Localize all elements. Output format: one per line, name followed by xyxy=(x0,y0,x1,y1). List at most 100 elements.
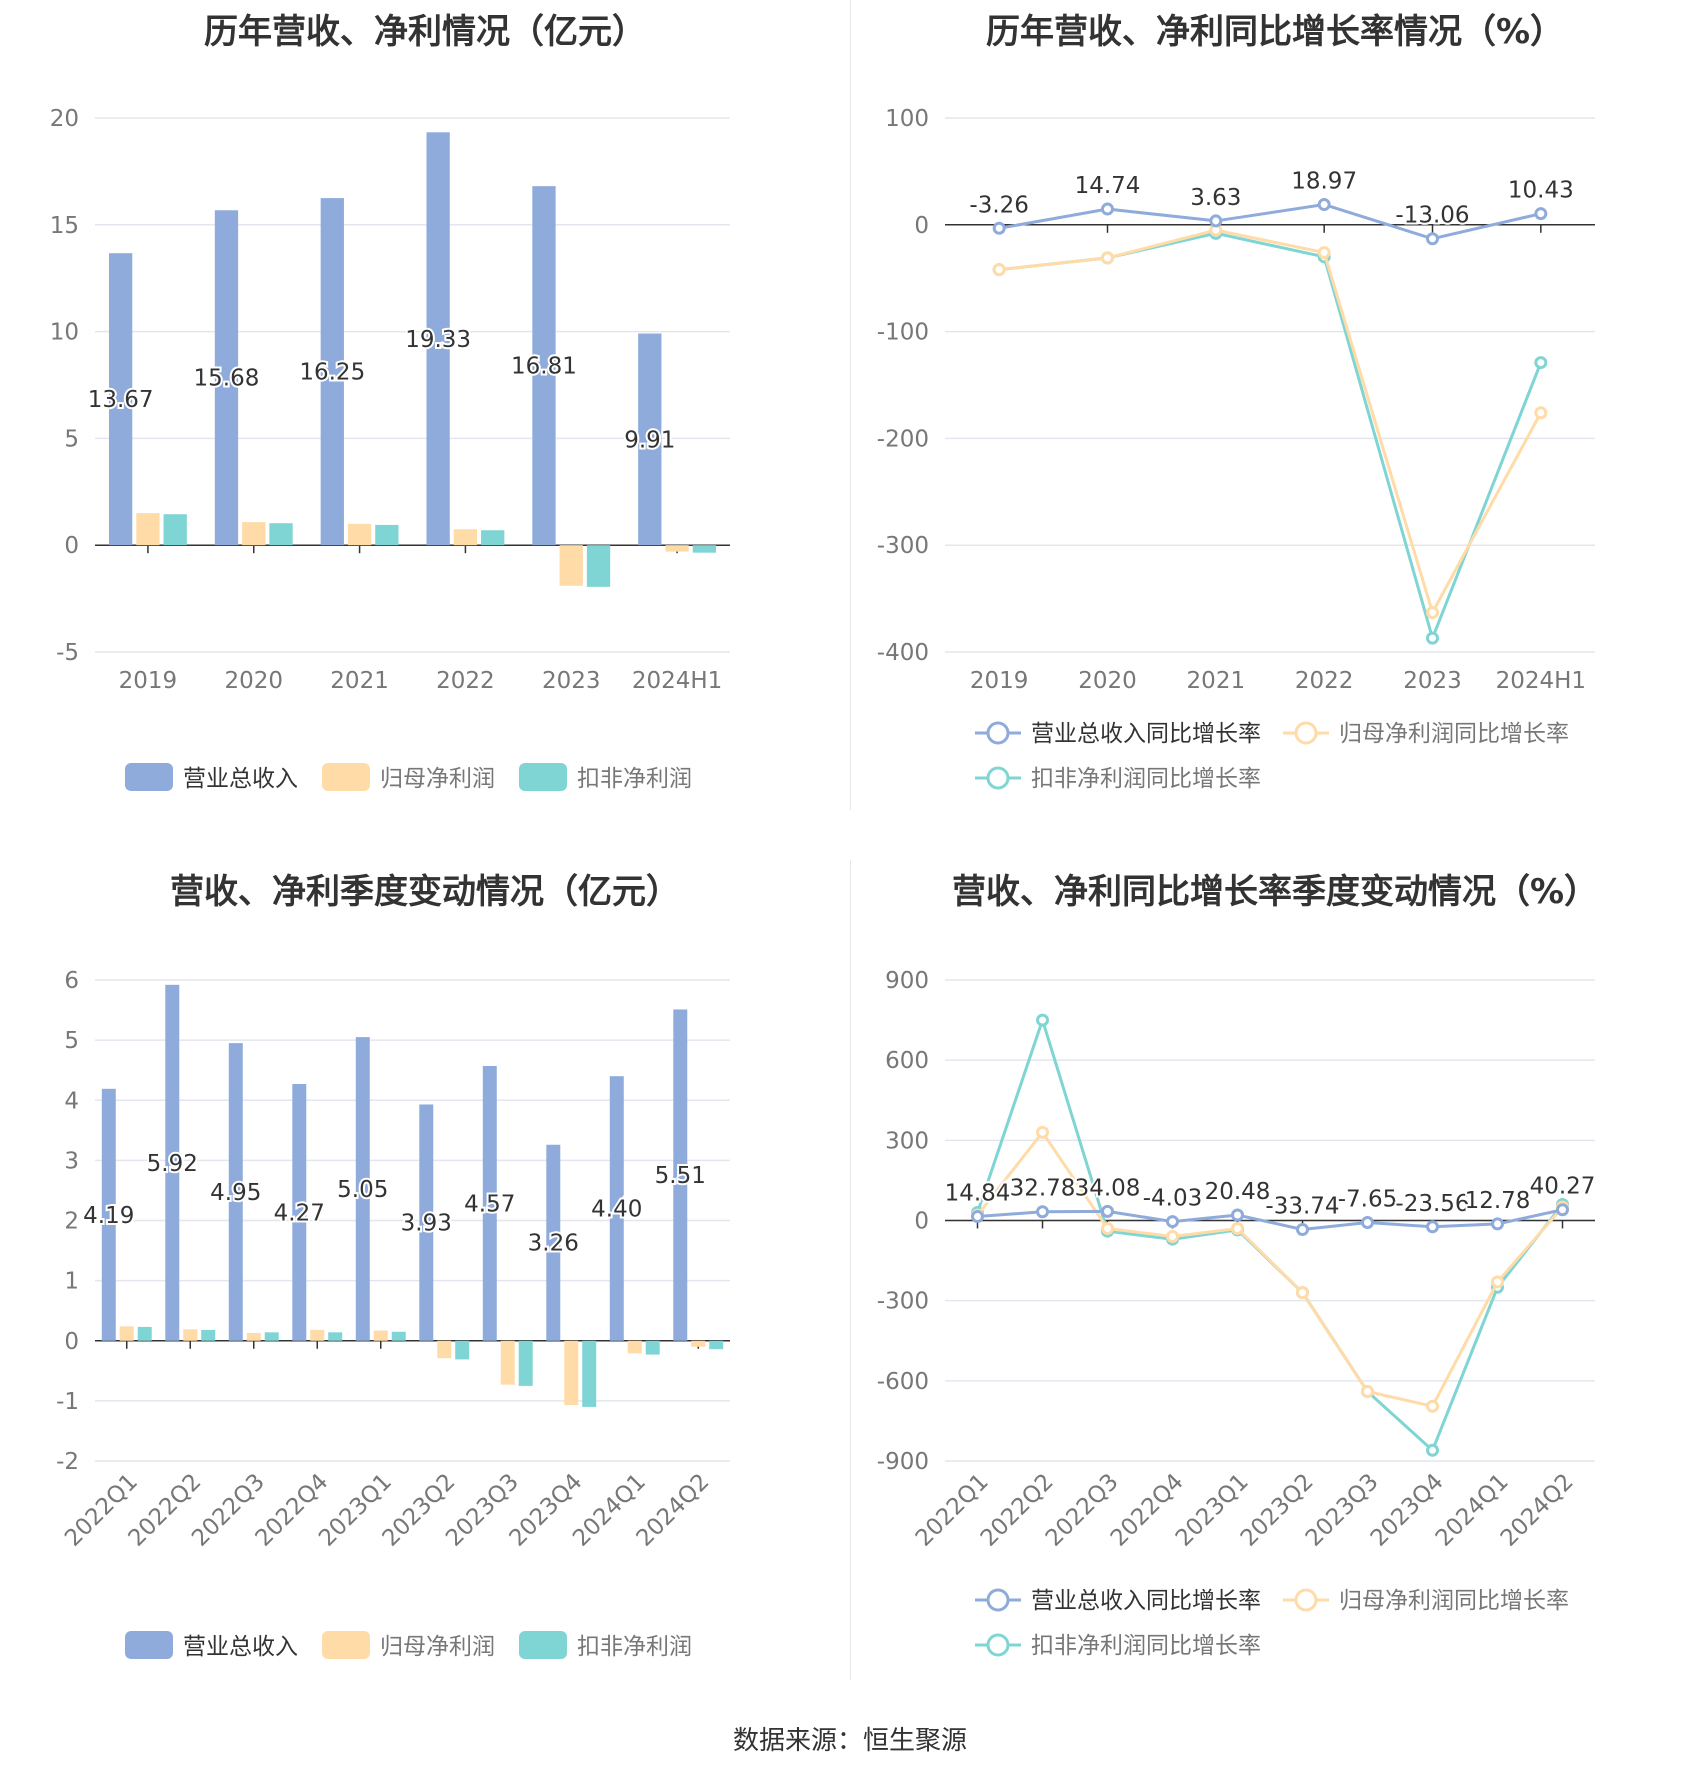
annual-values-chart: -5 0 5 10 15 20 2019 2020 2021 2022 2023 2024H1 13.6… xyxy=(50,106,730,792)
data-point xyxy=(1036,1125,1049,1139)
bar xyxy=(692,545,717,553)
y-tick-label: -300 xyxy=(877,1289,929,1315)
y-tick-label: -400 xyxy=(877,640,929,666)
data-label: 20.48 xyxy=(1205,1179,1271,1205)
bar xyxy=(426,132,450,546)
data-label: 34.08 xyxy=(1075,1175,1141,1201)
bar xyxy=(108,253,133,546)
data-label: 15.68 xyxy=(194,366,260,392)
y-tick-label: 600 xyxy=(885,1048,929,1074)
data-label: 14.84 xyxy=(945,1181,1011,1207)
series-line xyxy=(976,1129,1564,1408)
chart-title: 营收、净利季度变动情况（亿元） xyxy=(170,872,680,912)
bar xyxy=(482,1065,497,1341)
y-tick-label: 4 xyxy=(64,1088,79,1114)
data-label: -33.74 xyxy=(1265,1194,1339,1220)
data-point xyxy=(1491,1275,1504,1289)
data-point xyxy=(1101,1204,1114,1218)
bar xyxy=(292,1084,307,1341)
legend-swatch xyxy=(519,1631,567,1659)
legend-label: 营业总收入同比增长率 xyxy=(1031,1588,1261,1614)
y-tick-label: -5 xyxy=(56,640,79,666)
legend-label: 营业总收入 xyxy=(183,766,298,792)
data-label: 4.27 xyxy=(274,1200,325,1226)
data-label: 16.81 xyxy=(511,354,577,380)
data-point xyxy=(992,221,1006,235)
bar xyxy=(375,524,399,546)
data-source: 数据来源：恒生聚源 xyxy=(732,1726,967,1756)
data-point xyxy=(1101,251,1114,265)
bar xyxy=(183,1329,198,1341)
x-tick-label: 2021 xyxy=(330,668,389,694)
data-point xyxy=(1534,207,1548,221)
x-tick-label: 2019 xyxy=(119,668,178,694)
data-label: 5.05 xyxy=(337,1177,388,1203)
bar xyxy=(163,514,187,546)
bar xyxy=(582,1340,597,1407)
data-point xyxy=(1426,1443,1439,1457)
data-label: 4.19 xyxy=(83,1203,134,1229)
bar xyxy=(546,1144,561,1341)
series-line xyxy=(977,1208,1563,1232)
bar xyxy=(264,1332,279,1341)
y-tick-label: 0 xyxy=(914,213,929,239)
y-tick-label: 0 xyxy=(64,533,79,559)
bar xyxy=(269,523,293,546)
bar xyxy=(645,1340,660,1355)
data-label: 3.26 xyxy=(528,1231,579,1257)
bar xyxy=(709,1340,724,1350)
x-tick-label: 2023 xyxy=(542,668,601,694)
y-tick-label: 20 xyxy=(50,106,79,132)
bar xyxy=(165,984,180,1341)
bar xyxy=(437,1340,452,1359)
data-label: 9.91 xyxy=(624,427,675,453)
bar xyxy=(453,529,478,546)
data-point xyxy=(1426,605,1439,619)
bar xyxy=(673,1009,688,1341)
data-label: 4.57 xyxy=(464,1191,515,1217)
x-tick-label: 2023 xyxy=(1403,668,1462,694)
vertical-divider xyxy=(850,0,851,810)
x-tick-label: 2021 xyxy=(1187,668,1246,694)
data-point xyxy=(1361,1385,1374,1399)
data-label: -23.56 xyxy=(1395,1191,1469,1217)
data-point xyxy=(1426,1399,1439,1413)
x-tick-label: 2022 xyxy=(1295,668,1354,694)
bar xyxy=(373,1330,388,1341)
legend-label: 营业总收入 xyxy=(183,1634,298,1660)
x-tick-label: 2024Q2 xyxy=(1496,1469,1579,1552)
bar xyxy=(518,1340,533,1386)
data-point xyxy=(1361,1216,1374,1230)
data-point xyxy=(1101,202,1114,216)
legend-label: 扣非净利润 xyxy=(577,766,692,792)
legend-marker xyxy=(986,721,1010,745)
y-tick-label: -200 xyxy=(877,426,929,452)
y-tick-label: -300 xyxy=(877,533,929,559)
legend-label: 营业总收入同比增长率 xyxy=(1031,721,1261,747)
data-point xyxy=(1426,232,1439,246)
legend-marker xyxy=(986,766,1010,790)
data-point xyxy=(1166,1230,1179,1244)
legend-label: 扣非净利润同比增长率 xyxy=(1031,1633,1261,1659)
legend-label: 归母净利润同比增长率 xyxy=(1339,721,1569,747)
data-point xyxy=(1534,356,1548,370)
bar xyxy=(455,1340,470,1360)
series-line xyxy=(999,231,1543,643)
x-tick-label: 2020 xyxy=(224,668,283,694)
bar xyxy=(320,198,344,546)
data-point xyxy=(1209,214,1223,228)
y-tick-label: 900 xyxy=(885,968,929,994)
data-label: 3.93 xyxy=(401,1211,452,1237)
legend-marker xyxy=(1294,1588,1318,1612)
data-point xyxy=(1101,1222,1114,1236)
data-point xyxy=(1231,1222,1244,1236)
bar xyxy=(586,545,611,587)
bar xyxy=(500,1340,515,1385)
legend-swatch xyxy=(322,763,370,791)
x-tick-label: 2024H1 xyxy=(1496,668,1586,694)
data-point xyxy=(1296,1223,1309,1237)
quarterly-growth-panel: 营收、净利同比增长率季度变动情况（%） -900 -600 -300 0 300 600 9… xyxy=(850,860,1700,1680)
legend-label: 扣非净利润同比增长率 xyxy=(1031,766,1261,792)
data-point xyxy=(1036,1013,1049,1027)
quarterly-values-panel: 营收、净利季度变动情况（亿元） -2 -1 0 1 2 3 4 5 6 2022Q1 2022Q2 2… xyxy=(0,860,850,1680)
